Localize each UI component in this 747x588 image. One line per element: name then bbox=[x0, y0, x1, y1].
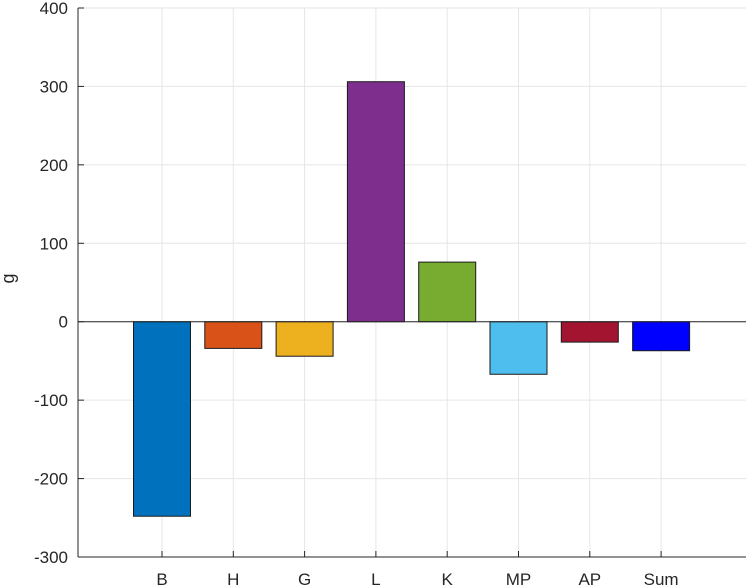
x-tick-label: MP bbox=[506, 570, 532, 588]
bar-b bbox=[133, 321, 191, 517]
y-tick-label: 200 bbox=[40, 156, 68, 175]
y-tick-label: -200 bbox=[34, 470, 68, 489]
x-tick-label: K bbox=[442, 570, 454, 588]
x-tick-label: H bbox=[227, 570, 239, 588]
bar-mp bbox=[489, 321, 548, 375]
x-tick-label: AP bbox=[578, 570, 601, 588]
bar-g bbox=[275, 321, 334, 357]
y-tick-label: 100 bbox=[40, 234, 68, 253]
x-tick-label: Sum bbox=[644, 570, 679, 588]
y-tick-label: 300 bbox=[40, 77, 68, 96]
y-tick-label: 400 bbox=[40, 0, 68, 18]
y-axis-label: g bbox=[0, 273, 18, 283]
y-tick-label: -100 bbox=[34, 391, 68, 410]
x-tick-label: G bbox=[298, 570, 311, 588]
bar-ap bbox=[560, 321, 619, 343]
bar-l bbox=[346, 81, 405, 323]
x-tick-label: L bbox=[371, 570, 380, 588]
x-tick-labels: B H G L K MP AP Sum bbox=[156, 551, 679, 588]
bars bbox=[133, 81, 691, 517]
y-tick-label: -300 bbox=[34, 548, 68, 567]
x-tick-label: B bbox=[156, 570, 167, 588]
bar-sum bbox=[632, 321, 691, 352]
y-tick-labels: -300 -200 -100 0 100 200 300 400 bbox=[34, 0, 84, 567]
x-grid bbox=[161, 8, 662, 557]
bar-h bbox=[204, 321, 263, 349]
y-tick-label: 0 bbox=[59, 313, 68, 332]
bar-k bbox=[418, 261, 477, 323]
